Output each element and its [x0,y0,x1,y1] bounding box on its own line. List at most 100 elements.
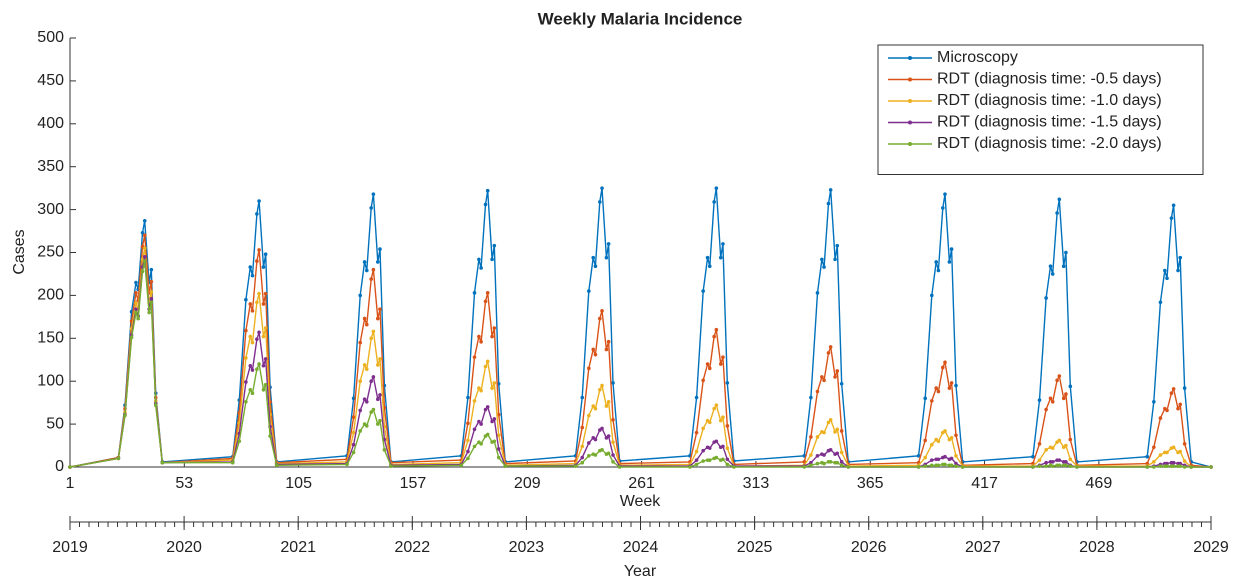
series-marker [1163,268,1167,273]
series-marker [580,460,585,465]
series-marker [947,386,952,390]
series-marker [369,277,373,281]
series-marker [833,430,837,434]
series-marker [248,265,253,269]
series-marker [261,302,266,306]
series-marker [923,438,928,443]
series-marker [809,460,813,465]
series-marker [483,407,488,412]
y-tick-label: 400 [37,115,64,132]
x2-axis-label: Year [624,563,657,580]
series-marker [362,260,367,264]
series-marker [1068,464,1073,468]
x-tick-label: 417 [971,475,998,492]
series-marker [466,395,470,400]
series-marker [371,375,376,379]
series-marker [142,233,147,238]
legend-box [877,44,1204,175]
x-tick-label: 261 [628,475,655,492]
series-marker [1165,408,1169,413]
series-marker [134,280,138,285]
series-marker [705,255,710,260]
series-marker [929,293,934,298]
series-marker [833,257,837,262]
series-marker [815,454,820,458]
series-marker [134,291,138,295]
series-marker [712,200,716,204]
series-marker [694,430,699,435]
series-marker [261,265,266,269]
legend-marker [908,56,912,60]
series-marker [255,300,259,305]
series-marker [929,463,934,468]
series-marker [371,192,376,196]
series-marker [828,188,833,192]
series-marker [593,453,598,457]
series-marker [611,440,615,444]
series-marker [263,382,268,387]
series-marker [606,434,611,438]
series-marker [134,310,138,315]
series-marker [257,362,261,366]
series-marker [598,387,602,392]
series-marker [142,259,147,263]
x-tick-label: 105 [285,475,312,492]
series-marker [364,367,369,371]
series-marker [936,463,941,468]
series-marker [134,307,138,311]
series-marker [587,454,591,458]
series-marker [485,359,490,364]
series-marker [714,439,719,444]
series-marker [600,186,604,190]
series-marker [477,334,481,339]
series-marker [244,356,248,360]
y-tick-label: 350 [37,158,64,175]
series-marker [943,360,947,365]
series-marker [274,463,279,468]
series-marker [490,334,494,339]
series-marker [943,454,947,459]
series-marker [593,437,598,442]
series-marker [1152,465,1156,469]
series-marker [140,230,145,235]
series-marker [244,297,248,302]
series-marker [364,424,369,428]
series-marker [826,351,831,355]
series-marker [828,448,833,452]
series-marker [1169,216,1174,220]
series-marker [725,457,730,462]
series-marker [1178,461,1183,466]
series-marker [237,439,242,444]
series-marker [483,202,488,207]
series-marker [705,362,710,366]
series-marker [718,255,723,260]
series-marker [916,465,921,469]
series-marker [587,413,591,418]
series-marker [1068,457,1073,462]
series-marker [362,363,367,367]
legend: Microscopy RDT (diagnosis time: -0.5 days… [877,44,1204,175]
series-marker [1068,384,1073,389]
series-marker [351,430,356,435]
series-marker [358,340,362,345]
series-marker [949,381,954,385]
legend-label: RDT (diagnosis time: -0.5 days) [937,71,1162,88]
series-marker [129,335,134,340]
x2-tick-label: 2026 [851,539,887,556]
series-marker [916,454,921,458]
series-marker [809,435,813,439]
series-marker [358,408,362,413]
series-marker [828,460,833,464]
series-marker [701,289,705,293]
series-marker [351,450,356,455]
series-marker [483,364,488,369]
series-marker [688,465,692,469]
series-marker [142,254,147,259]
series-marker [1057,197,1062,202]
series-marker [1044,407,1048,412]
series-marker [822,265,826,269]
series-marker [268,434,272,438]
series-line [69,187,1212,468]
series-marker [1178,402,1183,407]
series-marker [375,260,380,264]
